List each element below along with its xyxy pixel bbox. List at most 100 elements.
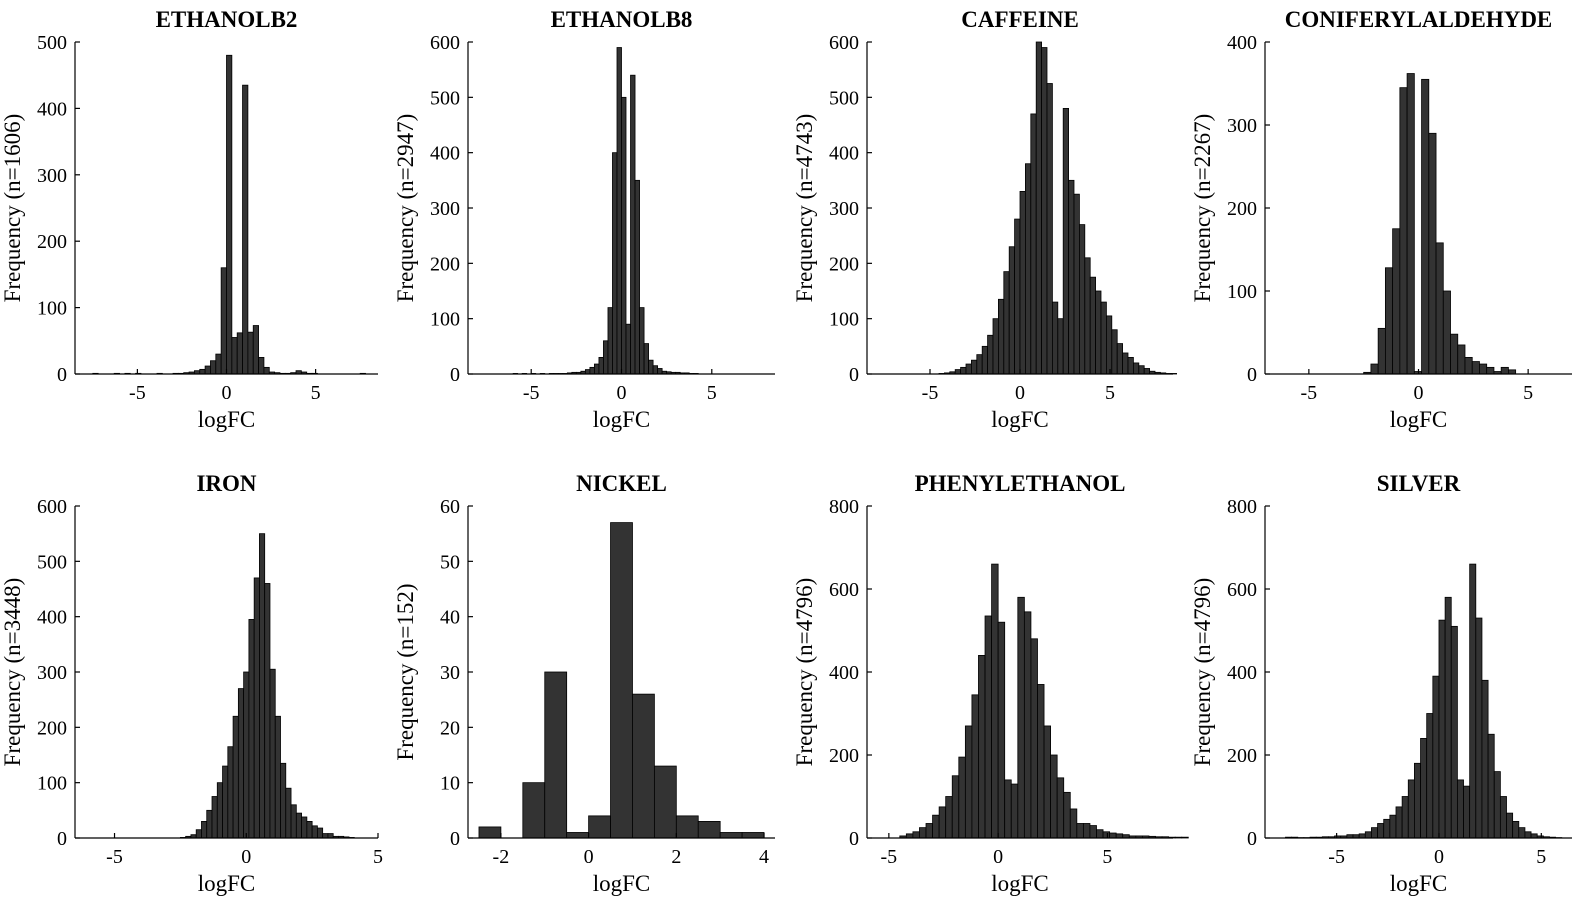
histogram-bar (1524, 831, 1532, 839)
y-tick-label: 600 (829, 32, 859, 54)
histogram-bar (1358, 833, 1366, 839)
histogram-bar (610, 522, 633, 839)
histogram-bar (1384, 267, 1394, 375)
y-tick-label: 200 (37, 231, 67, 253)
histogram-bar (1079, 224, 1086, 375)
histogram-bar (1512, 821, 1520, 839)
histogram-bar (1041, 47, 1048, 375)
histogram-bar (652, 365, 659, 375)
histogram-bar (589, 366, 595, 375)
histogram-bar (316, 827, 324, 839)
histogram-bar (226, 54, 233, 375)
histogram-bar (248, 619, 255, 839)
bars (1363, 73, 1517, 375)
y-tick-label: 300 (430, 198, 460, 220)
chart-title: NICKEL (576, 471, 667, 496)
histogram-bar (311, 825, 318, 839)
bars (92, 54, 366, 375)
histogram-bar (625, 323, 631, 375)
panel-iron: -5 0 50100200300400500600IRONlogFCFrequenc… (0, 471, 383, 896)
x-tick-label: 0 (222, 382, 232, 404)
y-tick-label: 200 (430, 253, 460, 275)
histogram-bar (1450, 625, 1458, 839)
histogram-bar (1392, 228, 1401, 375)
histogram-bar (1046, 83, 1053, 375)
histogram-bar (1438, 619, 1446, 839)
histogram-bar (1017, 596, 1025, 839)
histogram-bar (978, 655, 986, 839)
y-tick-label: 500 (430, 87, 460, 109)
histogram-bar (992, 318, 999, 375)
histogram-bar (1127, 356, 1134, 375)
y-tick-label: 200 (1227, 198, 1257, 220)
histogram-bar (1115, 833, 1124, 839)
histogram-bar (1406, 73, 1415, 375)
histogram-bar (719, 832, 743, 839)
histogram-bar (290, 804, 297, 839)
bars (478, 522, 765, 839)
histogram-bar (1023, 611, 1032, 839)
chart-title: IRON (196, 471, 256, 496)
histogram-bar (981, 345, 989, 375)
histogram-bar (1030, 638, 1038, 839)
panel-silver: -5 0 5 0 200 400 600 800 SILVER logFC Frequency (n… (1190, 471, 1572, 896)
x-tick-label: -5 (106, 846, 123, 868)
y-tick-label: 200 (37, 717, 67, 739)
histogram-bar (1122, 352, 1129, 375)
y-tick-label: 200 (829, 745, 859, 767)
y-tick-label: 100 (829, 309, 859, 331)
histogram-bar (1499, 796, 1507, 839)
histogram-bar (1035, 41, 1042, 375)
histogram-bar (1479, 363, 1488, 375)
histogram-bar (216, 782, 223, 839)
histogram-bar (1062, 108, 1069, 375)
histogram-bar (306, 821, 313, 839)
histogram-bar (264, 583, 271, 839)
histogram-bar (1069, 808, 1078, 839)
x-axis-label: logFC (1390, 407, 1448, 432)
histogram-bar (1089, 825, 1097, 839)
histogram-bar (1401, 796, 1409, 839)
histogram-bar (1076, 823, 1084, 839)
histogram-bar (1181, 836, 1189, 839)
histogram-bar (227, 746, 234, 839)
histogram-bar (932, 814, 940, 839)
histogram-bar (1377, 823, 1385, 839)
histogram-bar (1084, 257, 1091, 375)
histogram-bar (215, 353, 222, 375)
chart-title: ETHANOLB2 (156, 7, 298, 32)
histogram-bar (1530, 833, 1538, 839)
x-axis-label: logFC (991, 407, 1049, 432)
histogram-bar (905, 833, 914, 839)
histogram-bar (1464, 356, 1473, 375)
histogram-bar (1096, 829, 1104, 839)
y-axis-label: Frequency (n=152) (393, 583, 418, 760)
x-tick-label: 0 (993, 846, 1003, 868)
histogram-bar (1432, 675, 1440, 839)
y-tick-label: 200 (829, 253, 859, 275)
histogram-bar (912, 831, 920, 839)
panel-ethanolb8: -5 0 50100200300400500600ETHANOLB8logFCFre… (393, 7, 775, 432)
y-tick-label: 20 (440, 717, 460, 739)
histogram-bar (1481, 679, 1489, 839)
y-tick-label: 100 (37, 773, 67, 795)
histogram-bar (1469, 563, 1477, 839)
x-tick-label: 5 (373, 846, 383, 868)
y-tick-label: 200 (1227, 745, 1257, 767)
panel-caffeine: -5 0 50100200300400500600CAFFEINElogFCFreq… (792, 7, 1177, 432)
x-tick-label: 4 (759, 846, 769, 868)
histogram-bar (237, 688, 245, 839)
histogram-bar (1109, 832, 1117, 839)
y-tick-label: 100 (430, 309, 460, 331)
y-tick-label: 500 (37, 32, 67, 54)
histogram-bar (263, 366, 270, 375)
panel-phenylethanol: -5 0 5 0 200 400 600 800 PHENYLETHANOL logFC Frequ… (792, 471, 1189, 896)
histogram-bar (598, 356, 604, 375)
histogram-bar (1456, 779, 1464, 839)
x-tick-label: -5 (1301, 382, 1318, 404)
histogram-bar (1057, 318, 1064, 375)
histogram-bar (991, 563, 999, 839)
y-tick-label: 800 (829, 496, 859, 518)
y-tick-label: 400 (1227, 662, 1257, 684)
